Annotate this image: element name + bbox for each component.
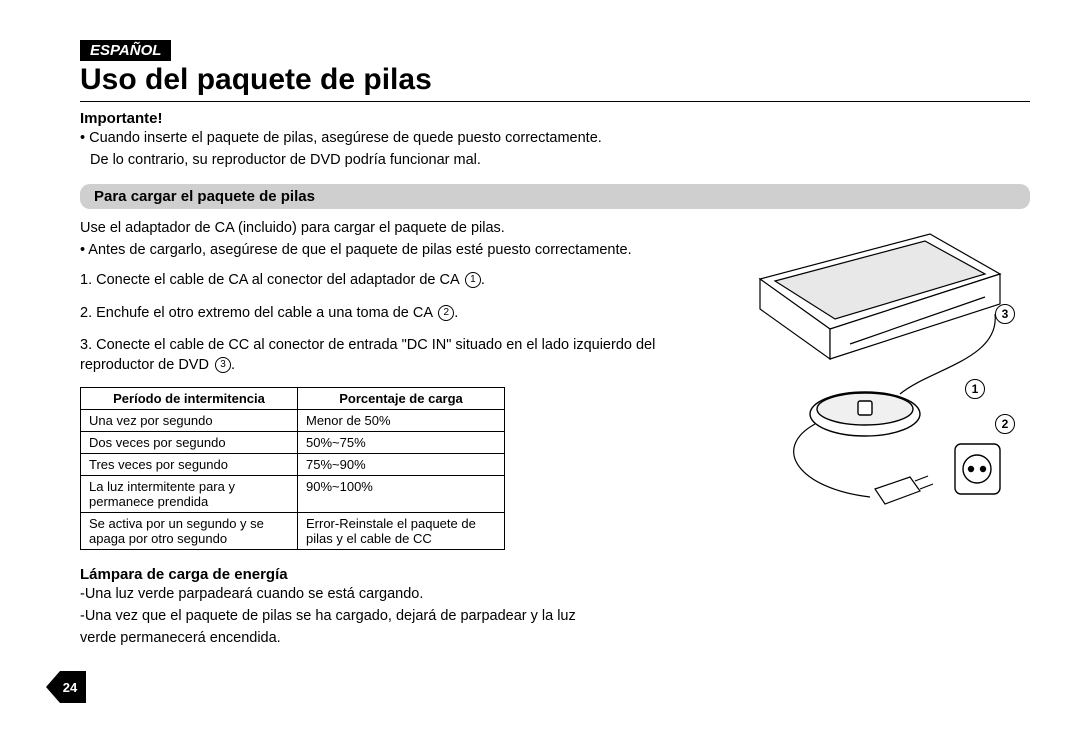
step-tail: . bbox=[454, 305, 458, 321]
step-number: 2. bbox=[80, 305, 92, 321]
steps-list: 1. Conecte el cable de CA al conector de… bbox=[80, 270, 720, 375]
importante-line: De lo contrario, su reproductor de DVD p… bbox=[90, 151, 1030, 171]
step-text: Conecte el cable de CA al conector del a… bbox=[96, 272, 463, 288]
table-row: La luz intermitente para y permanece pre… bbox=[81, 476, 505, 513]
callout-2-icon: 2 bbox=[995, 414, 1015, 434]
lamp-line: verde permanecerá encendida. bbox=[80, 629, 720, 649]
table-row: Una vez por segundoMenor de 50% bbox=[81, 410, 505, 432]
table-row: Dos veces por segundo50%~75% bbox=[81, 432, 505, 454]
lamp-line: -Una luz verde parpadeará cuando se está… bbox=[80, 585, 720, 605]
table-cell: Se activa por un segundo y se apaga por … bbox=[81, 513, 298, 550]
callout-1-icon: 1 bbox=[965, 379, 985, 399]
step-tail: . bbox=[481, 272, 485, 288]
section-heading: Para cargar el paquete de pilas bbox=[80, 184, 1030, 209]
callout-3-icon: 3 bbox=[995, 304, 1015, 324]
table-cell: Tres veces por segundo bbox=[81, 454, 298, 476]
page-title: Uso del paquete de pilas bbox=[80, 63, 1030, 97]
step-ref-icon: 3 bbox=[215, 357, 231, 373]
lamp-heading: Lámpara de carga de energía bbox=[80, 566, 720, 583]
step-text: Enchufe el otro extremo del cable a una … bbox=[96, 305, 436, 321]
step-text: Conecte el cable de CC al conector de en… bbox=[80, 337, 655, 373]
intro-line: Use el adaptador de CA (incluido) para c… bbox=[80, 219, 720, 239]
table-cell: Una vez por segundo bbox=[81, 410, 298, 432]
importante-heading: Importante! bbox=[80, 110, 1030, 127]
step-number: 3. bbox=[80, 337, 92, 353]
table-row: Tres veces por segundo75%~90% bbox=[81, 454, 505, 476]
table-cell: 50%~75% bbox=[298, 432, 505, 454]
table-cell: 75%~90% bbox=[298, 454, 505, 476]
step-item: 2. Enchufe el otro extremo del cable a u… bbox=[80, 303, 720, 323]
language-badge: ESPAÑOL bbox=[80, 40, 171, 61]
charge-table: Período de intermitencia Porcentaje de c… bbox=[80, 387, 505, 550]
step-ref-icon: 1 bbox=[465, 272, 481, 288]
table-cell: Error-Reinstale el paquete de pilas y el… bbox=[298, 513, 505, 550]
intro-line: • Antes de cargarlo, asegúrese de que el… bbox=[80, 241, 720, 261]
table-cell: Dos veces por segundo bbox=[81, 432, 298, 454]
table-cell: La luz intermitente para y permanece pre… bbox=[81, 476, 298, 513]
page-number: 24 bbox=[63, 680, 78, 695]
page-number-badge: 24 bbox=[46, 671, 86, 708]
table-cell: 90%~100% bbox=[298, 476, 505, 513]
diagram-svg bbox=[740, 219, 1020, 519]
importante-line: • Cuando inserte el paquete de pilas, as… bbox=[80, 129, 1030, 149]
step-item: 1. Conecte el cable de CA al conector de… bbox=[80, 270, 720, 290]
step-tail: . bbox=[231, 357, 235, 373]
step-number: 1. bbox=[80, 272, 92, 288]
lamp-line: -Una vez que el paquete de pilas se ha c… bbox=[80, 607, 720, 627]
step-item: 3. Conecte el cable de CC al conector de… bbox=[80, 335, 720, 376]
table-row: Se activa por un segundo y se apaga por … bbox=[81, 513, 505, 550]
connection-diagram: 3 1 2 bbox=[740, 219, 1020, 519]
table-header: Porcentaje de carga bbox=[298, 388, 505, 410]
title-rule bbox=[80, 101, 1030, 102]
table-header: Período de intermitencia bbox=[81, 388, 298, 410]
step-ref-icon: 2 bbox=[438, 305, 454, 321]
table-cell: Menor de 50% bbox=[298, 410, 505, 432]
